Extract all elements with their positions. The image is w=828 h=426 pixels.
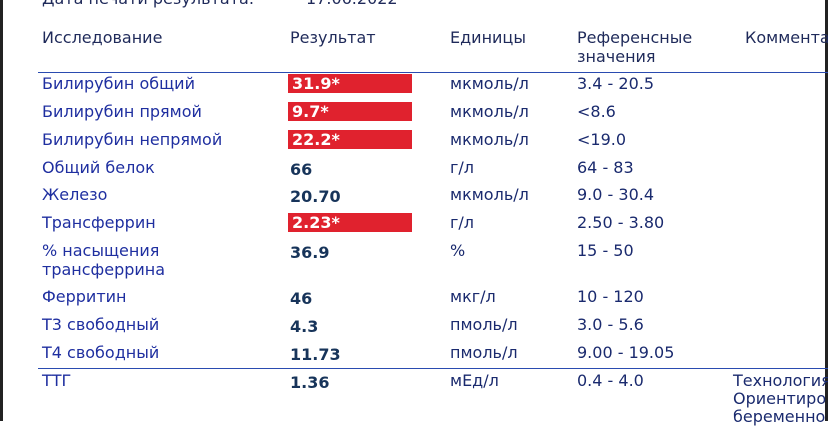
units: г/л	[450, 213, 475, 232]
column-header: Референсные значения	[577, 28, 693, 66]
test-name: Т4 свободный	[42, 343, 160, 362]
reference: 15 - 50	[577, 241, 634, 260]
result: 66	[290, 160, 313, 179]
comment: беременно	[733, 407, 826, 426]
test-name: Билирубин непрямой	[42, 130, 223, 149]
test-name: Ферритин	[42, 287, 127, 306]
test-name: Общий белок	[42, 158, 155, 177]
column-header: Коммента	[745, 28, 828, 47]
result: 4.3	[290, 317, 319, 336]
left-border	[0, 0, 3, 421]
units: %	[450, 241, 466, 260]
reference: 64 - 83	[577, 158, 634, 177]
units: мкмоль/л	[450, 185, 529, 204]
result: 46	[290, 289, 313, 308]
test-name: % насыщения трансферрина	[42, 241, 166, 279]
comment: Ориентиро	[733, 389, 827, 408]
units: мкг/л	[450, 287, 496, 306]
reference: 2.50 - 3.80	[577, 213, 665, 232]
result: 2.23*	[288, 213, 412, 232]
row-rule	[38, 368, 828, 369]
reference: <19.0	[577, 130, 627, 149]
column-header: Единицы	[450, 28, 526, 47]
result: 31.9*	[288, 74, 412, 93]
print-date: 17.06.2022	[306, 0, 398, 8]
right-border	[825, 0, 828, 421]
reference: 3.4 - 20.5	[577, 74, 655, 93]
reference: 0.4 - 4.0	[577, 371, 644, 390]
result: 1.36	[290, 373, 330, 392]
units: пмоль/л	[450, 343, 518, 362]
reference: 10 - 120	[577, 287, 644, 306]
print-date-label: Дата печати результата:	[42, 0, 254, 8]
result: 20.70	[290, 187, 341, 206]
result: 22.2*	[288, 130, 412, 149]
reference: 3.0 - 5.6	[577, 315, 644, 334]
column-header: Исследование	[42, 28, 163, 47]
comment: Технология	[733, 371, 828, 390]
test-name: Т3 свободный	[42, 315, 160, 334]
result: 9.7*	[288, 102, 412, 121]
reference: 9.00 - 19.05	[577, 343, 675, 362]
column-header: Результат	[290, 28, 376, 47]
test-name: Железо	[42, 185, 108, 204]
test-name: Билирубин общий	[42, 74, 195, 93]
reference: 9.0 - 30.4	[577, 185, 655, 204]
result: 11.73	[290, 345, 341, 364]
header-rule	[38, 72, 828, 73]
units: пмоль/л	[450, 315, 518, 334]
units: г/л	[450, 158, 475, 177]
reference: <8.6	[577, 102, 616, 121]
test-name: ТТГ	[42, 371, 72, 390]
units: мЕд/л	[450, 371, 499, 390]
units: мкмоль/л	[450, 74, 529, 93]
test-name: Билирубин прямой	[42, 102, 202, 121]
test-name: Трансферрин	[42, 213, 156, 232]
units: мкмоль/л	[450, 102, 529, 121]
units: мкмоль/л	[450, 130, 529, 149]
result: 36.9	[290, 243, 330, 262]
